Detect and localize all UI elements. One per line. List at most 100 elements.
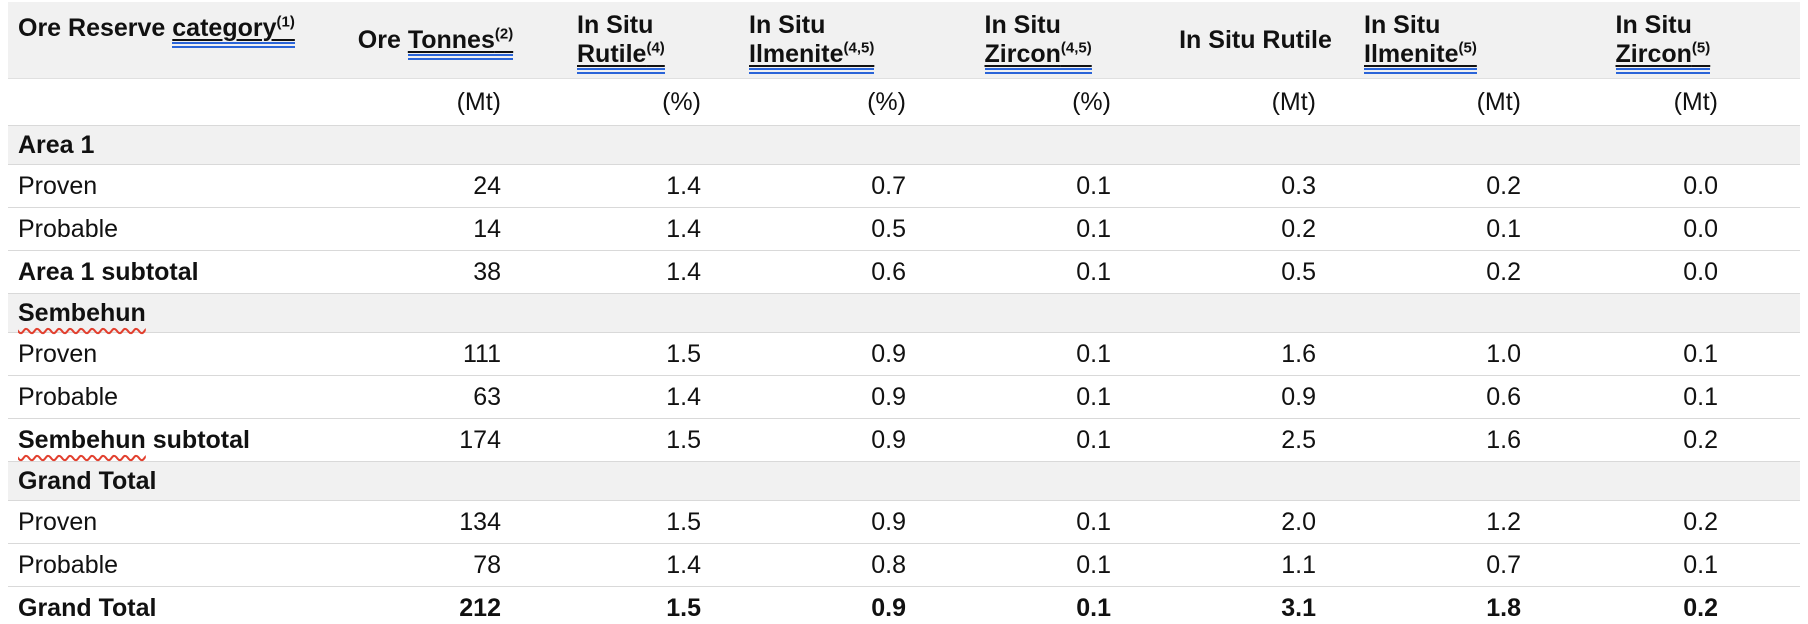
section-row: Sembehun	[8, 293, 1800, 333]
header-text: Ore Reserve	[18, 14, 173, 42]
value-cell: 1.5	[666, 507, 701, 536]
value-cell: 0.1	[1076, 257, 1111, 286]
value-cell: 0.5	[871, 214, 906, 243]
value-cell: 0.5	[1281, 257, 1316, 286]
spellcheck-marked-word: Sembehun	[18, 425, 146, 454]
value-cell: 0.8	[871, 550, 906, 579]
footnote-superscript: (5)	[1691, 39, 1711, 57]
value-cell: 1.4	[666, 382, 701, 411]
empty-cell	[743, 293, 948, 333]
unit-cell: (%)	[543, 78, 743, 126]
row-label: Area 1	[8, 125, 328, 165]
value-cell: 0.1	[1683, 339, 1718, 368]
empty-cell	[948, 293, 1153, 333]
header-in-situ-ilmenite-pct: In Situ Ilmenite(4,5)	[743, 2, 948, 79]
header-in-situ-rutile-pct: In Situ Rutile(4)	[543, 2, 743, 79]
value-cell: 174	[459, 425, 501, 454]
header-ore-reserve-category: Ore Reserve category(1)	[8, 2, 328, 79]
value-cell: 0.2	[1683, 593, 1718, 622]
spellcheck-marked-word: Sembehun	[18, 298, 146, 327]
header-text: In Situ Rutile	[1179, 25, 1332, 54]
data-row: Probable 63 1.4 0.9 0.1 0.9 0.6 0.1	[8, 375, 1800, 419]
unit-cell: (%)	[743, 78, 948, 126]
value-cell: 0.7	[1486, 550, 1521, 579]
empty-cell	[1563, 125, 1800, 165]
empty-cell	[328, 125, 543, 165]
value-cell: 0.3	[1281, 171, 1316, 200]
value-cell: 1.4	[666, 214, 701, 243]
unit-cell: (Mt)	[1563, 78, 1800, 126]
value-cell: 0.9	[1281, 382, 1316, 411]
value-cell: 212	[459, 593, 501, 622]
unit-cell: (Mt)	[1358, 78, 1563, 126]
grammar-marked-word: category(1)	[172, 14, 295, 48]
header-text: In Situ	[1364, 11, 1441, 40]
value-cell: 1.6	[1281, 339, 1316, 368]
footnote-superscript: (4,5)	[1060, 39, 1092, 57]
header-in-situ-zircon-pct: In Situ Zircon(4,5)	[948, 2, 1153, 79]
row-label: Probable	[18, 550, 119, 579]
value-cell: 0.9	[871, 425, 906, 454]
table-header-row: Ore Reserve category(1) Ore Tonnes(2) In…	[8, 2, 1800, 79]
row-label: Proven	[18, 339, 98, 368]
grammar-marked-word: Zircon(5)	[1615, 39, 1711, 74]
row-label: Proven	[18, 507, 98, 536]
value-cell: 134	[459, 507, 501, 536]
section-row: Area 1	[8, 125, 1800, 165]
data-row: Proven 24 1.4 0.7 0.1 0.3 0.2 0.0	[8, 164, 1800, 208]
empty-cell	[328, 293, 543, 333]
value-cell: 0.2	[1281, 214, 1316, 243]
value-cell: 78	[473, 550, 501, 579]
value-cell: 1.5	[666, 593, 701, 622]
value-cell: 2.5	[1281, 425, 1316, 454]
unit-cell-empty	[8, 78, 328, 126]
empty-cell	[1358, 461, 1563, 501]
value-cell: 0.0	[1683, 171, 1718, 200]
value-cell: 1.4	[666, 550, 701, 579]
value-cell: 14	[473, 214, 501, 243]
value-cell: 1.5	[666, 425, 701, 454]
value-cell: 1.4	[666, 257, 701, 286]
value-cell: 0.7	[871, 171, 906, 200]
value-cell: 0.9	[871, 507, 906, 536]
unit-cell: (%)	[948, 78, 1153, 126]
empty-cell	[1153, 461, 1358, 501]
header-in-situ-rutile-mt: In Situ Rutile	[1153, 2, 1358, 79]
value-cell: 1.1	[1281, 550, 1316, 579]
row-label: Probable	[18, 382, 119, 411]
value-cell: 0.1	[1076, 171, 1111, 200]
header-in-situ-zircon-mt: In Situ Zircon(5)	[1563, 2, 1800, 79]
value-cell: 0.2	[1683, 507, 1718, 536]
grammar-marked-word: Ilmenite(4,5)	[749, 40, 875, 74]
row-label: Grand Total	[8, 461, 328, 501]
grammar-marked-word: Rutile(4)	[577, 40, 665, 74]
value-cell: 63	[473, 382, 501, 411]
empty-cell	[328, 461, 543, 501]
header-text: In Situ	[577, 11, 654, 40]
value-cell: 1.2	[1486, 507, 1521, 536]
value-cell: 0.6	[871, 257, 906, 286]
value-cell: 24	[473, 171, 501, 200]
unit-cell: (Mt)	[328, 78, 543, 126]
value-cell: 111	[462, 339, 501, 368]
value-cell: 0.1	[1076, 550, 1111, 579]
total-row: Grand Total 212 1.5 0.9 0.1 3.1 1.8 0.2	[8, 586, 1800, 624]
value-cell: 0.6	[1486, 382, 1521, 411]
empty-cell	[1358, 125, 1563, 165]
empty-cell	[1563, 461, 1800, 501]
value-cell: 3.1	[1281, 593, 1316, 622]
value-cell: 1.0	[1486, 339, 1521, 368]
empty-cell	[1153, 293, 1358, 333]
row-label: Probable	[18, 214, 119, 243]
value-cell: 1.5	[666, 339, 701, 368]
subtotal-row: Sembehun subtotal 174 1.5 0.9 0.1 2.5 1.6 0.2	[8, 418, 1800, 462]
header-text: In Situ	[1615, 11, 1692, 40]
header-in-situ-ilmenite-mt: In Situ Ilmenite(5)	[1358, 2, 1563, 79]
value-cell: 2.0	[1281, 507, 1316, 536]
units-row: (Mt) (%) (%) (%) (Mt) (Mt) (Mt)	[8, 78, 1800, 126]
empty-cell	[1358, 293, 1563, 333]
footnote-superscript: (2)	[494, 25, 514, 43]
footnote-superscript: (5)	[1458, 39, 1477, 57]
value-cell: 1.8	[1486, 593, 1521, 622]
header-ore-tonnes: Ore Tonnes(2)	[328, 2, 543, 79]
